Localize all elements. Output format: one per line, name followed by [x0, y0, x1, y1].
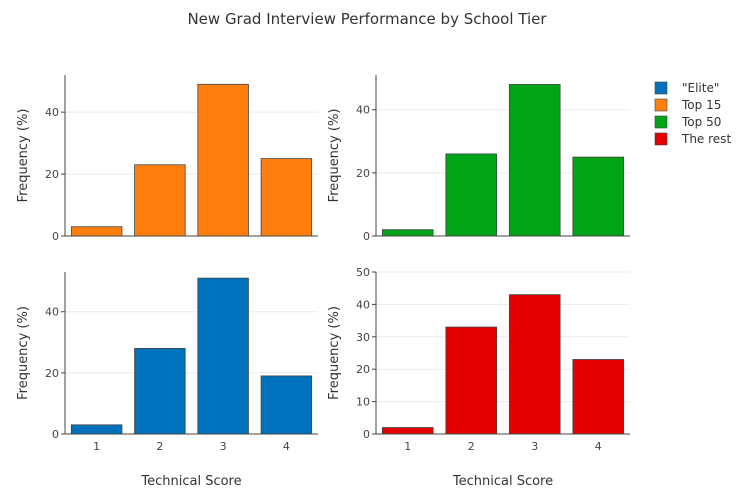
- x-axis-title: Technical Score: [452, 474, 553, 489]
- y-tick-label: 40: [45, 306, 59, 319]
- subplot-bottom-right: 0 10 20 30 40 50 Frequency (%) 1 2 3 4 Technical Sc…: [327, 266, 630, 489]
- legend-swatch: [654, 115, 668, 129]
- legend-label: "Elite": [682, 81, 719, 95]
- x-tick-label: 2: [468, 440, 475, 453]
- bar-the-rest-4[interactable]: [572, 359, 625, 435]
- x-tick-label: 3: [220, 440, 227, 453]
- x-tick-label: 1: [93, 440, 100, 453]
- legend[interactable]: "Elite" Top 15 Top 50 The rest: [654, 81, 731, 146]
- y-tick-label: 20: [45, 367, 59, 380]
- subplot-top-left: 0 20 40 Frequency (%): [16, 75, 318, 243]
- bar-top-50-3[interactable]: [508, 84, 561, 237]
- bar-top-50-1[interactable]: [381, 229, 434, 237]
- x-tick-label: 4: [595, 440, 602, 453]
- legend-item[interactable]: Top 15: [654, 98, 721, 112]
- y-tick-label: 10: [356, 396, 370, 409]
- legend-item[interactable]: Top 50: [654, 115, 721, 129]
- bar-top-50-4[interactable]: [572, 156, 625, 237]
- legend-label: Top 50: [681, 115, 721, 129]
- x-tick-label: 2: [156, 440, 163, 453]
- legend-item[interactable]: The rest: [654, 132, 731, 146]
- y-tick-label: 0: [363, 428, 370, 441]
- y-axis-title: Frequency (%): [327, 109, 342, 203]
- legend-label: Top 15: [681, 98, 721, 112]
- subplot-top-right: 0 20 40 Frequency (%): [327, 75, 630, 243]
- subplot-bottom-left: 0 20 40 Frequency (%) 1 2 3 4 Technical Score: [16, 272, 318, 489]
- legend-swatch: [654, 98, 668, 112]
- y-axis-title: Frequency (%): [327, 306, 342, 400]
- y-tick-label: 0: [52, 230, 59, 243]
- x-axis-title: Technical Score: [140, 474, 241, 489]
- y-axis-title: Frequency (%): [16, 109, 31, 203]
- bar-the-rest-1[interactable]: [381, 427, 434, 435]
- bar-the-rest-3[interactable]: [508, 294, 561, 435]
- bar-the-rest-2[interactable]: [445, 326, 498, 435]
- x-tick-label: 1: [404, 440, 411, 453]
- bar-top-15-4[interactable]: [260, 158, 313, 237]
- x-tick-label: 4: [283, 440, 290, 453]
- bar-elite-4[interactable]: [260, 375, 313, 435]
- y-tick-label: 50: [356, 266, 370, 279]
- bar-elite-2[interactable]: [134, 348, 186, 435]
- y-tick-label: 20: [356, 363, 370, 376]
- bar-elite-3[interactable]: [197, 277, 249, 435]
- x-tick-label: 3: [531, 440, 538, 453]
- y-tick-label: 40: [45, 106, 59, 119]
- bar-top-15-2[interactable]: [134, 164, 186, 237]
- bar-top-15-3[interactable]: [197, 83, 249, 237]
- y-tick-label: 0: [363, 230, 370, 243]
- y-axis-title: Frequency (%): [16, 306, 31, 400]
- legend-label: The rest: [681, 132, 731, 146]
- y-tick-label: 0: [52, 428, 59, 441]
- legend-swatch: [654, 81, 668, 95]
- legend-swatch: [654, 132, 668, 146]
- bar-top-50-2[interactable]: [445, 153, 498, 237]
- y-tick-label: 40: [356, 298, 370, 311]
- y-tick-label: 20: [45, 168, 59, 181]
- legend-item[interactable]: "Elite": [654, 81, 719, 95]
- y-tick-label: 40: [356, 104, 370, 117]
- chart-title: New Grad Interview Performance by School…: [187, 10, 547, 28]
- y-tick-label: 20: [356, 167, 370, 180]
- bar-top-15-1[interactable]: [70, 226, 123, 237]
- y-tick-label: 30: [356, 331, 370, 344]
- bar-elite-1[interactable]: [70, 424, 123, 435]
